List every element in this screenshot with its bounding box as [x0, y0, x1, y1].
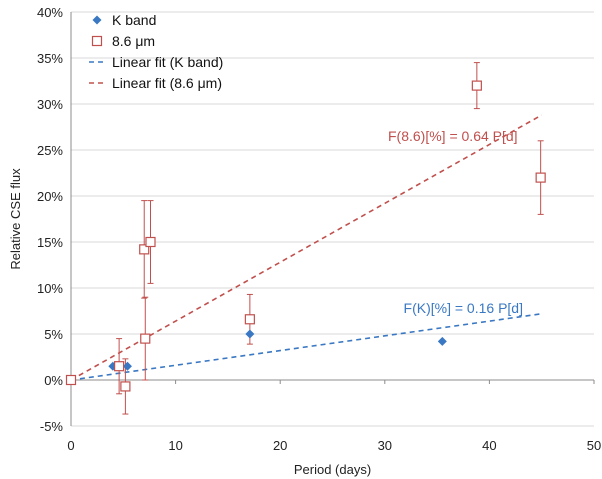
data-point-square: [244, 314, 255, 325]
y-tick-label: 20%: [37, 189, 63, 204]
y-axis-label: Relative CSE flux: [8, 168, 23, 270]
y-tick-label: 35%: [37, 51, 63, 66]
y-tick-label: -5%: [40, 419, 64, 434]
y-tick-label: 40%: [37, 5, 63, 20]
data-point-diamond: [245, 329, 255, 339]
data-point-square: [145, 236, 156, 248]
data-point-square: [65, 374, 77, 386]
y-tick-label: 25%: [37, 143, 63, 158]
fit-equation-label: F(K)[%] = 0.16 P[d]: [404, 300, 523, 316]
x-tick-label: 20: [273, 438, 287, 453]
gridlines: [71, 11, 594, 427]
y-tick-label: 30%: [37, 97, 63, 112]
x-tick-label: 0: [67, 438, 74, 453]
fit-line: [70, 312, 542, 381]
data-point-square: [140, 333, 151, 344]
fit-equation-label: F(8.6)[%] = 0.64 P[d]: [388, 128, 518, 144]
y-tick-label: 15%: [37, 235, 63, 250]
y-tick-label: 10%: [37, 281, 63, 296]
legend-label: K band: [112, 12, 156, 28]
legend-label: 8.6 μm: [112, 33, 155, 49]
data-point-diamond: [437, 336, 447, 346]
y-tick-label: 5%: [44, 327, 63, 342]
legend-label: Linear fit (8.6 μm): [112, 75, 222, 91]
x-axis-label: Period (days): [294, 462, 371, 477]
data-point-diamond: [122, 361, 132, 371]
legend: K band 8.6 μm Linear fit (K band) Linear fi…: [89, 12, 223, 91]
data-point-square: [114, 361, 125, 372]
data-point-diamond: [92, 15, 102, 25]
x-tick-label: 30: [378, 438, 392, 453]
data-markers: [65, 80, 546, 392]
data-point-square: [139, 244, 150, 255]
data-point-square: [91, 35, 103, 47]
x-tick-label: 10: [168, 438, 182, 453]
x-tick-label: 50: [587, 438, 601, 453]
tick-labels: -5% 0% 5% 10% 15% 20% 25% 30% 35% 40% 0 10 20 30 40 50: [37, 5, 601, 453]
data-point-square: [120, 381, 131, 392]
data-point-square: [535, 172, 546, 183]
x-tick-label: 40: [482, 438, 496, 453]
error-bars: [116, 62, 544, 415]
data-point-square: [471, 80, 482, 91]
y-tick-label: 0%: [44, 373, 63, 388]
legend-label: Linear fit (K band): [112, 54, 223, 70]
annotations: F(8.6)[%] = 0.64 P[d] F(K)[%] = 0.16 P[d]: [388, 128, 523, 316]
